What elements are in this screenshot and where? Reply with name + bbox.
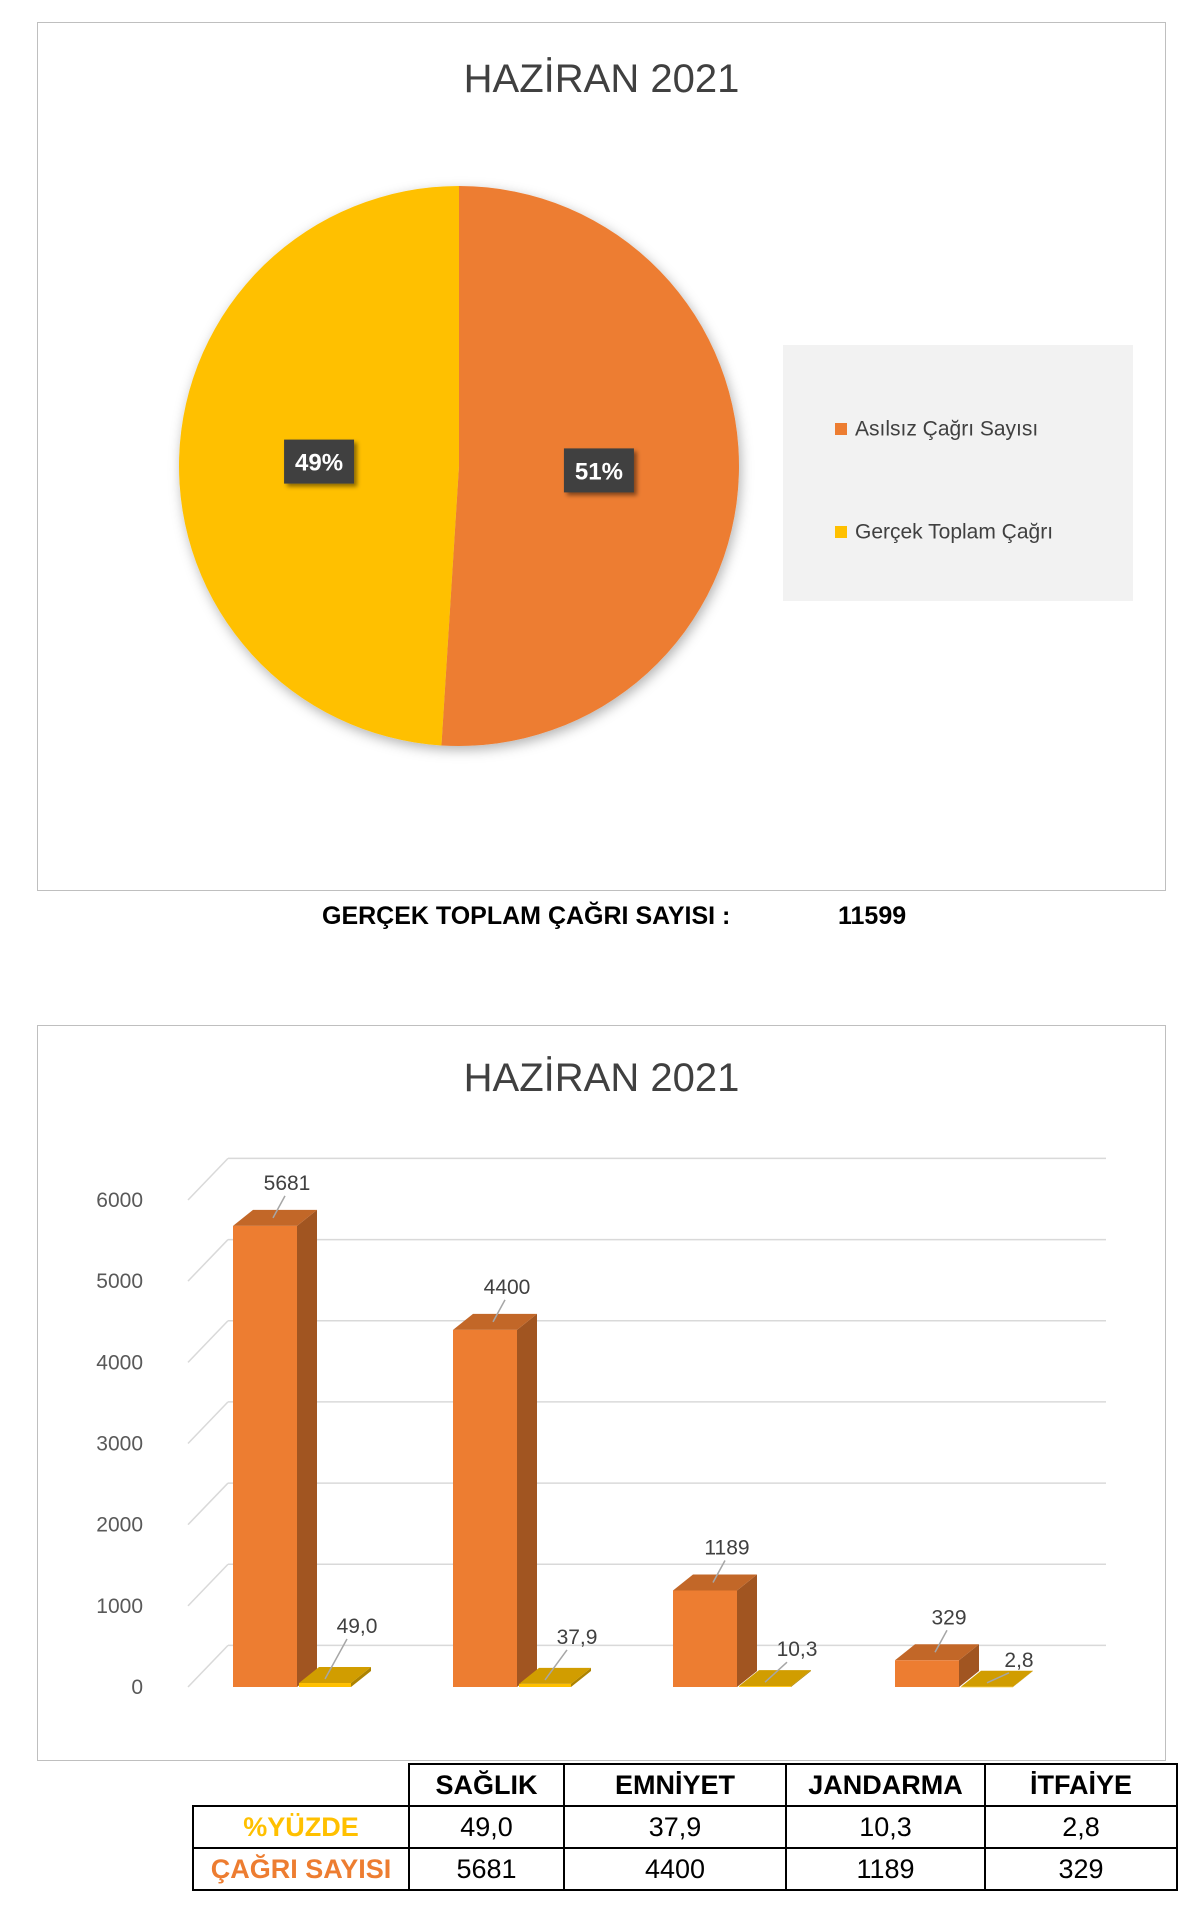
pie-legend: Asılsız Çağrı Sayısı Gerçek Toplam Çağrı — [783, 345, 1133, 601]
y-tick-label: 6000 — [96, 1189, 143, 1212]
pie-data-label: 51% — [575, 458, 623, 485]
bar-data-label: 5681 — [264, 1172, 311, 1195]
gridline-depth — [187, 1401, 229, 1445]
gridline-depth — [187, 1563, 229, 1607]
bar-top — [299, 1667, 371, 1684]
bar-side — [959, 1644, 979, 1687]
bar-side — [297, 1209, 317, 1687]
total-call-count: GERÇEK TOPLAM ÇAĞRI SAYISI : 11599 — [0, 896, 1200, 936]
table-cell: 329 — [984, 1847, 1178, 1891]
gridline-depth — [187, 1482, 229, 1526]
bar — [299, 1683, 351, 1687]
pie-chart-panel: HAZİRAN 2021 51% 49% Asılsız Çağrı Sayısı… — [37, 22, 1166, 891]
bar-top — [519, 1667, 591, 1684]
bar-data-label: 329 — [931, 1606, 966, 1629]
bar-top — [895, 1644, 979, 1661]
bar-top — [673, 1574, 757, 1591]
bar-top — [453, 1313, 537, 1330]
data-label-leader — [324, 1638, 348, 1680]
bar-data-label: 4400 — [484, 1276, 531, 1299]
table-cell: 2,8 — [984, 1805, 1178, 1849]
table-row-label-calls: ÇAĞRI SAYISI — [192, 1847, 410, 1891]
bar-side — [1013, 1670, 1033, 1687]
table-cell: 10,3 — [785, 1805, 986, 1849]
bar-side — [517, 1313, 537, 1687]
table-header-cell: İTFAİYE — [984, 1763, 1178, 1807]
legend-item-gercek: Gerçek Toplam Çağrı — [835, 520, 1053, 544]
data-label-leader — [544, 1649, 568, 1681]
total-call-count-value: 11599 — [838, 902, 907, 930]
bar-side — [791, 1670, 811, 1687]
legend-swatch-orange — [835, 423, 847, 436]
legend-item-asilsiz: Asılsız Çağrı Sayısı — [835, 417, 1038, 441]
data-label-leader — [934, 1629, 948, 1653]
table-header-cell: JANDARMA — [785, 1763, 986, 1807]
table-cell: 49,0 — [408, 1805, 565, 1849]
bar-side — [571, 1667, 591, 1687]
data-label-leader — [764, 1661, 788, 1683]
data-label-leader — [272, 1195, 286, 1219]
legend-swatch-yellow — [835, 526, 847, 539]
gridline-depth — [187, 1157, 229, 1201]
table-row-label-percent: %YÜZDE — [192, 1805, 410, 1849]
table-cell: 4400 — [563, 1847, 787, 1891]
bar-top — [233, 1209, 317, 1226]
bar — [233, 1225, 297, 1687]
pie-data-label: 49% — [295, 450, 343, 477]
bar — [739, 1686, 791, 1687]
gridline-depth — [187, 1644, 229, 1688]
bar — [961, 1686, 1013, 1688]
table-cell: 1189 — [785, 1847, 986, 1891]
table-corner — [193, 1764, 409, 1806]
legend-label: Gerçek Toplam Çağrı — [855, 520, 1054, 544]
bar-chart: 0 1000 2000 3000 4000 5000 6000 5681 49,0 4400 37… — [96, 1157, 1106, 1699]
y-tick-label: 3000 — [96, 1433, 143, 1456]
table-cell: 5681 — [408, 1847, 565, 1891]
y-tick-label: 0 — [131, 1676, 143, 1699]
bar-group-0 — [233, 1209, 371, 1687]
y-tick-label: 4000 — [96, 1351, 143, 1374]
bar-chart-title: HAZİRAN 2021 — [463, 1056, 740, 1100]
table-header-row: SAĞLIK EMNİYET JANDARMA İTFAİYE — [193, 1763, 1178, 1807]
y-tick-label: 1000 — [96, 1595, 143, 1618]
data-label-leader — [986, 1672, 1010, 1684]
data-table: SAĞLIK EMNİYET JANDARMA İTFAİYE %YÜZDE 4… — [192, 1763, 1178, 1891]
y-tick-label: 5000 — [96, 1270, 143, 1293]
gridline-depth — [187, 1239, 229, 1282]
bar-chart-panel: HAZİRAN 2021 0 1000 2000 3000 4000 5000 6000 5… — [37, 1025, 1166, 1761]
table-header-cell: EMNİYET — [563, 1763, 787, 1807]
table-row: ÇAĞRI SAYISI 5681 4400 1189 329 — [192, 1847, 1178, 1891]
bar-data-label: 49,0 — [337, 1615, 378, 1638]
bar-data-label: 37,9 — [557, 1626, 598, 1649]
legend-label: Asılsız Çağrı Sayısı — [855, 417, 1039, 441]
bar-side — [351, 1667, 371, 1687]
bar-top — [739, 1670, 811, 1687]
bar — [673, 1590, 737, 1687]
bar — [453, 1329, 517, 1687]
pie-chart-title: HAZİRAN 2021 — [463, 57, 740, 101]
bar-data-label: 10,3 — [777, 1638, 818, 1661]
bar-group-2 — [673, 1574, 811, 1687]
table-header-cell: SAĞLIK — [408, 1763, 565, 1807]
pie-chart: 51% 49% — [178, 186, 739, 747]
data-label-leader — [492, 1299, 506, 1323]
table-cell: 37,9 — [563, 1805, 787, 1849]
total-call-count-label: GERÇEK TOPLAM ÇAĞRI SAYISI : — [322, 902, 731, 930]
bar-side — [737, 1574, 757, 1687]
data-label-leader — [712, 1560, 726, 1583]
y-tick-label: 2000 — [96, 1514, 143, 1537]
bar-data-label: 2,8 — [1004, 1649, 1033, 1672]
pie-label-box — [563, 448, 634, 493]
bar — [519, 1683, 571, 1687]
table-row: %YÜZDE 49,0 37,9 10,3 2,8 — [192, 1805, 1178, 1849]
bar — [895, 1660, 959, 1687]
bar-data-label: 1189 — [704, 1536, 749, 1559]
bar-group-1 — [453, 1313, 591, 1687]
gridline-depth — [187, 1320, 229, 1363]
pie-label-box — [284, 439, 355, 484]
